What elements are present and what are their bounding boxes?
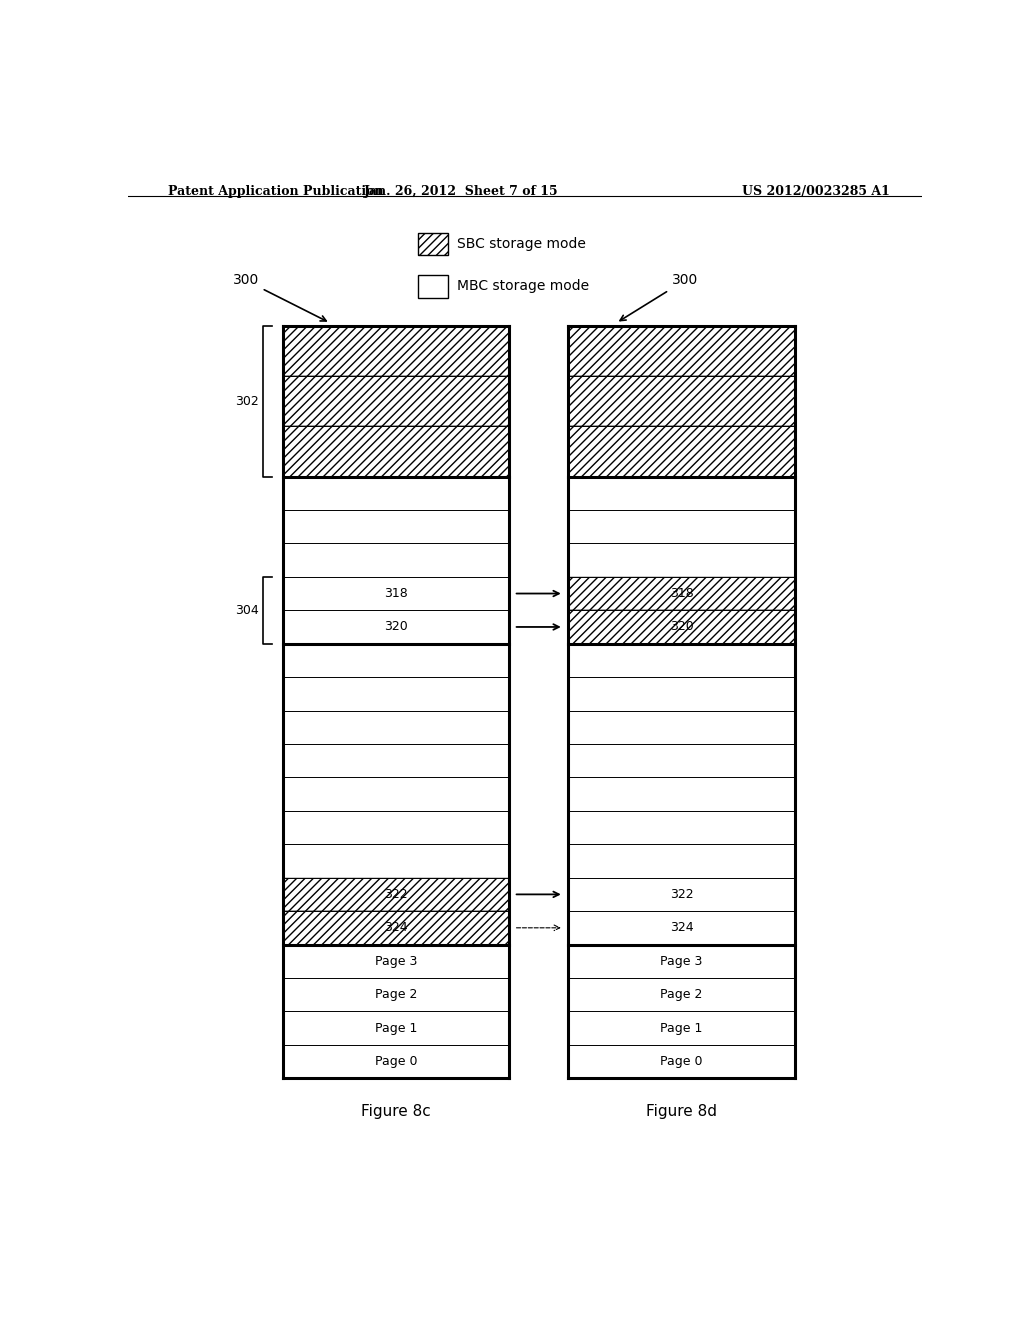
Text: Page 3: Page 3 bbox=[375, 954, 417, 968]
Bar bbox=[283, 610, 509, 644]
Bar bbox=[568, 610, 795, 644]
Text: MBC storage mode: MBC storage mode bbox=[458, 280, 590, 293]
Text: Page 2: Page 2 bbox=[660, 989, 702, 1001]
Bar bbox=[568, 777, 795, 810]
Bar bbox=[418, 232, 447, 255]
Bar bbox=[283, 477, 509, 510]
Bar bbox=[568, 426, 795, 477]
Bar bbox=[568, 544, 795, 577]
Bar bbox=[568, 878, 795, 911]
Bar bbox=[568, 810, 795, 845]
Text: 322: 322 bbox=[384, 888, 408, 900]
Text: 320: 320 bbox=[384, 620, 408, 634]
Text: 324: 324 bbox=[670, 921, 693, 935]
Text: 300: 300 bbox=[620, 273, 698, 321]
Bar bbox=[568, 326, 795, 376]
Bar bbox=[283, 426, 509, 477]
Bar bbox=[283, 326, 509, 376]
Bar bbox=[283, 677, 509, 710]
Bar bbox=[283, 744, 509, 777]
Bar bbox=[568, 477, 795, 510]
Text: Figure 8c: Figure 8c bbox=[361, 1104, 431, 1118]
Bar bbox=[568, 710, 795, 744]
Text: 318: 318 bbox=[384, 587, 408, 601]
Bar bbox=[568, 911, 795, 945]
Text: 318: 318 bbox=[670, 587, 693, 601]
Bar bbox=[283, 710, 509, 744]
Bar bbox=[283, 978, 509, 1011]
Bar bbox=[283, 810, 509, 845]
Bar bbox=[283, 878, 509, 911]
Text: 300: 300 bbox=[232, 273, 327, 321]
Bar bbox=[283, 878, 509, 911]
Text: 304: 304 bbox=[236, 603, 259, 616]
Bar bbox=[418, 276, 447, 297]
Bar bbox=[568, 376, 795, 426]
Bar bbox=[283, 376, 509, 426]
Bar bbox=[568, 945, 795, 978]
Text: SBC storage mode: SBC storage mode bbox=[458, 236, 586, 251]
Bar bbox=[283, 845, 509, 878]
Bar bbox=[283, 326, 509, 376]
Bar bbox=[568, 326, 795, 376]
Text: 320: 320 bbox=[670, 620, 693, 634]
Bar bbox=[568, 1011, 795, 1045]
Bar bbox=[283, 911, 509, 945]
Text: 302: 302 bbox=[236, 395, 259, 408]
Text: Page 0: Page 0 bbox=[375, 1055, 417, 1068]
Bar bbox=[568, 577, 795, 610]
Bar bbox=[568, 1045, 795, 1078]
Bar bbox=[568, 644, 795, 677]
Text: Jan. 26, 2012  Sheet 7 of 15: Jan. 26, 2012 Sheet 7 of 15 bbox=[364, 185, 559, 198]
Bar bbox=[568, 978, 795, 1011]
Bar bbox=[568, 376, 795, 426]
Bar bbox=[283, 426, 509, 477]
Text: Page 2: Page 2 bbox=[375, 989, 417, 1001]
Bar bbox=[283, 777, 509, 810]
Bar bbox=[283, 376, 509, 426]
Bar bbox=[283, 945, 509, 978]
Text: Page 0: Page 0 bbox=[660, 1055, 702, 1068]
Bar bbox=[283, 911, 509, 945]
Bar bbox=[283, 1011, 509, 1045]
Text: Page 3: Page 3 bbox=[660, 954, 702, 968]
Bar bbox=[568, 577, 795, 610]
Bar bbox=[568, 845, 795, 878]
Bar bbox=[568, 677, 795, 710]
Text: US 2012/0023285 A1: US 2012/0023285 A1 bbox=[742, 185, 890, 198]
Bar bbox=[283, 577, 509, 610]
Bar bbox=[283, 510, 509, 544]
Bar bbox=[283, 644, 509, 677]
Text: Patent Application Publication: Patent Application Publication bbox=[168, 185, 383, 198]
Bar bbox=[568, 510, 795, 544]
Text: Page 1: Page 1 bbox=[660, 1022, 702, 1035]
Bar bbox=[568, 610, 795, 644]
Text: Page 1: Page 1 bbox=[375, 1022, 417, 1035]
Bar bbox=[418, 232, 447, 255]
Bar bbox=[568, 744, 795, 777]
Text: Figure 8d: Figure 8d bbox=[646, 1104, 717, 1118]
Bar bbox=[283, 544, 509, 577]
Bar bbox=[568, 426, 795, 477]
Text: 322: 322 bbox=[670, 888, 693, 900]
Text: 324: 324 bbox=[384, 921, 408, 935]
Bar bbox=[283, 1045, 509, 1078]
